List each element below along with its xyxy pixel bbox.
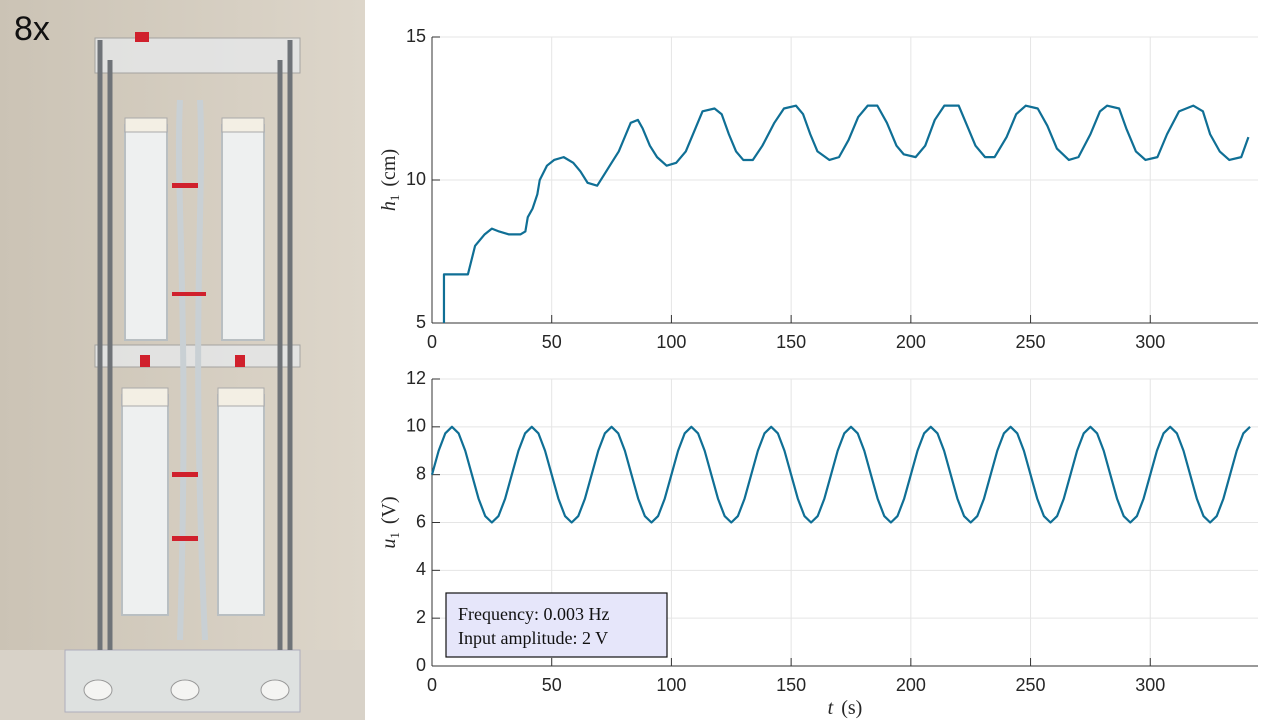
y-label-subscript: 1: [387, 532, 402, 539]
x-tick-label: 100: [656, 675, 686, 695]
y-label-symbol: h: [378, 201, 400, 211]
x-tick-label: 150: [776, 332, 806, 352]
y-axis-label: h1 (cm): [378, 149, 402, 211]
x-tick-label: 0: [427, 332, 437, 352]
annotation-box: [445, 592, 668, 658]
x-tick-label: 50: [542, 675, 562, 695]
x-tick-label: 250: [1016, 332, 1046, 352]
x-tick-label: 300: [1135, 675, 1165, 695]
x-tick-label: 300: [1135, 332, 1165, 352]
x-tick-label: 250: [1016, 675, 1046, 695]
x-tick-label: 200: [896, 332, 926, 352]
data-line: [442, 104, 1250, 323]
y-tick-label: 4: [416, 559, 426, 579]
apparatus-photo: 8x: [0, 0, 365, 720]
x-label-symbol: t: [828, 697, 834, 719]
y-label-subscript: 1: [387, 195, 402, 202]
y-tick-label: 0: [416, 655, 426, 675]
y-axis-label: u1 (V): [378, 496, 402, 548]
y-tick-label: 15: [406, 26, 426, 46]
x-tick-label: 200: [896, 675, 926, 695]
y-tick-label: 12: [406, 368, 426, 388]
y-tick-label: 5: [416, 312, 426, 332]
x-label-unit: (s): [841, 697, 862, 719]
y-tick-label: 10: [406, 169, 426, 189]
x-tick-label: 50: [542, 332, 562, 352]
annotation-line: Input amplitude: 2 V: [458, 628, 608, 648]
x-tick-label: 0: [427, 675, 437, 695]
data-line: [430, 425, 1251, 524]
y-label-unit: (V): [378, 496, 400, 524]
x-axis-label: t (s): [828, 697, 863, 719]
y-label-unit: (cm): [378, 149, 400, 187]
y-tick-label: 2: [416, 607, 426, 627]
y-tick-label: 10: [406, 416, 426, 436]
y-tick-label: 8: [416, 463, 426, 483]
annotation-line: Frequency: 0.003 Hz: [458, 604, 609, 624]
y-label-symbol: u: [378, 539, 400, 549]
x-tick-label: 100: [656, 332, 686, 352]
x-tick-label: 150: [776, 675, 806, 695]
speed-label: 8x: [14, 10, 50, 48]
y-tick-label: 6: [416, 511, 426, 531]
